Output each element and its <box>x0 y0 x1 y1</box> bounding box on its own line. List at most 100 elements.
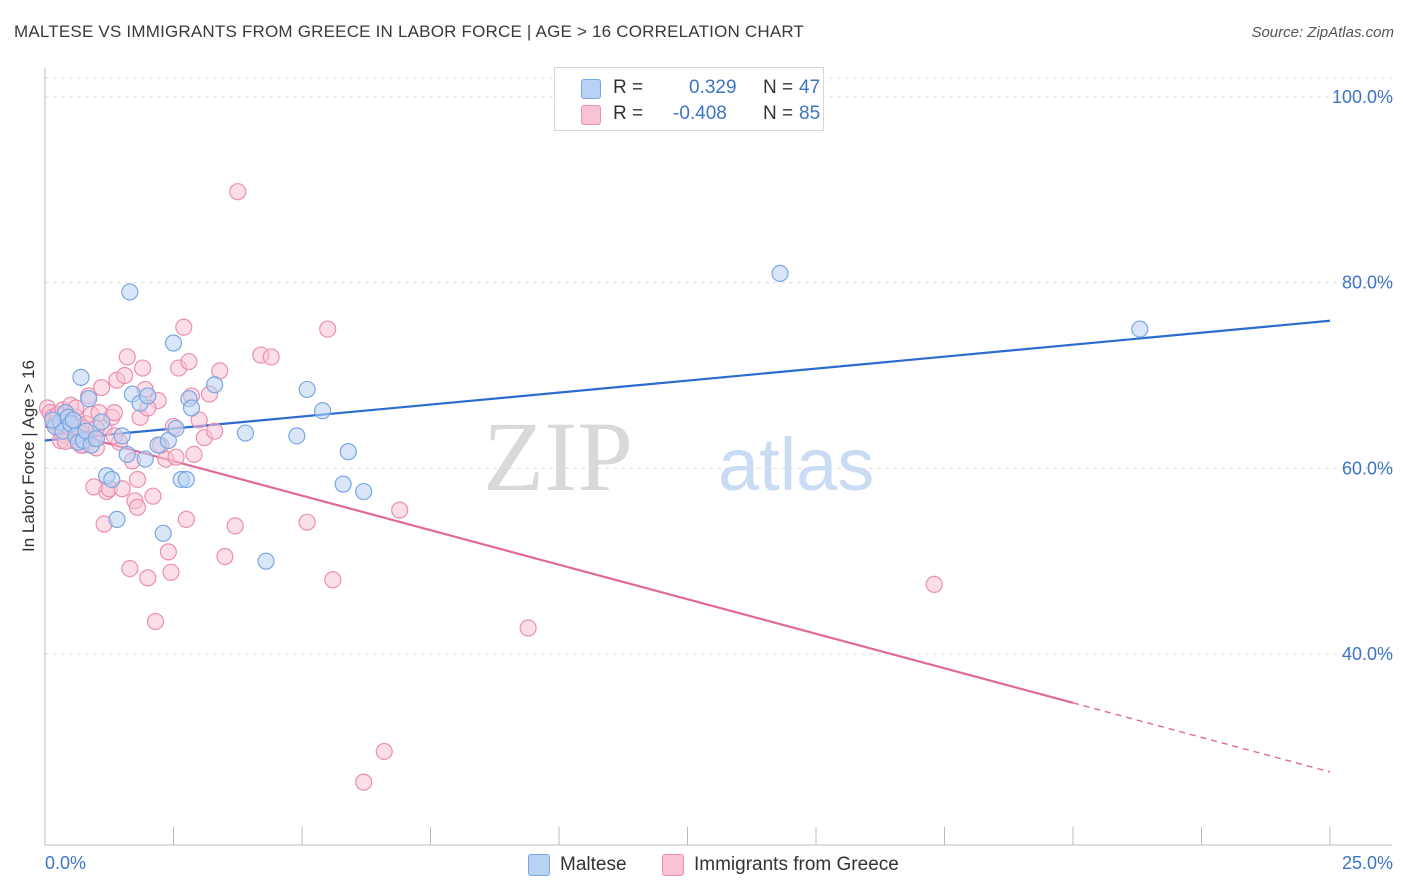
greece-immigrant-point <box>925 575 943 593</box>
x-tick-label-max: 25.0% <box>1342 853 1393 873</box>
legend-swatch-immigrants-from-greece <box>581 105 601 125</box>
maltese-point <box>87 430 106 448</box>
correlation-legend: R = 0.329 N = 47 R = -0.408 N = 85 <box>554 67 824 131</box>
greece-immigrant-point <box>177 510 195 528</box>
trend-lines <box>44 319 1331 773</box>
greece-immigrant-point <box>229 183 247 201</box>
greece-immigrant-point <box>262 348 280 366</box>
maltese-point <box>206 376 224 394</box>
maltese-point <box>44 411 62 429</box>
maltese-point <box>154 524 172 542</box>
greece-immigrant-point <box>180 352 198 371</box>
series-legend: Maltese Immigrants from Greece <box>0 850 1406 880</box>
maltese-point <box>236 424 255 442</box>
y-tick-label: 40.0% <box>1342 644 1393 664</box>
maltese-point <box>1131 320 1149 338</box>
maltese-point <box>72 368 90 386</box>
maltese-point <box>355 482 373 501</box>
legend-swatch-maltese <box>581 79 601 99</box>
greece-immigrant-point <box>519 619 537 637</box>
maltese-point <box>182 399 201 417</box>
y-tick-label: 100.0% <box>1332 87 1393 107</box>
greece-immigrant-point <box>146 612 165 631</box>
maltese-point <box>103 470 121 489</box>
greece-immigrant-point <box>190 411 208 429</box>
maltese-point <box>177 470 195 489</box>
maltese-point <box>771 264 789 282</box>
axes <box>44 68 1392 846</box>
maltese-point <box>288 427 306 445</box>
maltese-point <box>313 402 332 420</box>
source-attribution: Source: ZipAtlas.com <box>1251 24 1394 41</box>
maltese-point <box>159 431 177 450</box>
tick-labels: 40.0% 60.0% 80.0% 100.0% 0.0% 25.0% <box>45 87 1393 873</box>
maltese-point <box>80 390 98 408</box>
greece-immigrant-point <box>167 448 185 466</box>
legend-r-value: 0.329 <box>689 77 737 98</box>
watermark: ZIP atlas <box>483 401 874 512</box>
maltese-point <box>164 334 183 352</box>
legend-n-value: 85 <box>799 103 821 124</box>
maltese-point <box>121 283 139 301</box>
legend-swatch-maltese <box>528 854 550 876</box>
greece-immigrant-point <box>139 569 157 587</box>
greece-immigrant-point <box>134 359 152 377</box>
greece-immigrant-point <box>216 547 234 566</box>
greece-immigrant-point <box>162 563 180 581</box>
maltese-point <box>257 552 275 570</box>
legend-swatch-immigrants-from-greece <box>662 854 684 876</box>
series-maltese <box>44 264 1149 570</box>
watermark-zip: ZIP <box>483 401 633 512</box>
greece-immigrant-point <box>206 422 224 440</box>
greece-immigrant-point <box>85 478 103 496</box>
trend-line-maltese <box>44 319 1331 442</box>
greece-immigrant-point <box>355 773 373 791</box>
maltese-point <box>334 475 352 493</box>
gridlines <box>45 77 1392 655</box>
greece-immigrant-point <box>92 378 111 397</box>
greece-immigrant-point <box>128 498 147 516</box>
chart-title: MALTESE VS IMMIGRANTS FROM GREECE IN LAB… <box>14 22 805 41</box>
greece-immigrant-point <box>121 559 139 578</box>
legend-n-label: N = <box>763 77 794 98</box>
greece-immigrant-point <box>319 320 337 338</box>
maltese-point <box>139 387 157 405</box>
x-tick-label-min: 0.0% <box>45 853 86 873</box>
watermark-atlas: atlas <box>718 423 874 506</box>
greece-immigrant-point <box>175 318 193 336</box>
maltese-point <box>118 445 136 464</box>
legend-r-value: -0.408 <box>673 103 727 124</box>
greece-immigrant-point <box>118 348 136 366</box>
legend-r-label: R = <box>613 103 644 124</box>
greece-immigrant-point <box>159 543 177 561</box>
maltese-point <box>167 419 185 438</box>
legend-label-maltese: Maltese <box>560 854 627 875</box>
legend-label-immigrants-from-greece: Immigrants from Greece <box>694 854 899 875</box>
greece-immigrant-point <box>144 487 162 505</box>
greece-immigrant-point <box>116 366 134 385</box>
greece-immigrant-point <box>226 517 244 535</box>
greece-immigrant-point <box>128 470 147 489</box>
maltese-point <box>64 411 82 429</box>
maltese-point <box>339 443 357 461</box>
y-axis-label: In Labor Force | Age > 16 <box>19 360 38 552</box>
greece-immigrant-point <box>375 742 393 761</box>
maltese-point <box>298 380 316 399</box>
maltese-point <box>108 510 126 528</box>
trend-line-immigrants-from-greece-extension <box>1072 702 1331 773</box>
greece-immigrant-point <box>185 445 203 464</box>
y-tick-label: 80.0% <box>1342 273 1393 293</box>
maltese-point <box>136 450 154 468</box>
y-tick-label: 60.0% <box>1342 458 1393 478</box>
legend-n-label: N = <box>763 103 794 124</box>
legend-r-label: R = <box>613 77 644 98</box>
trend-line-immigrants-from-greece <box>44 425 1074 704</box>
greece-immigrant-point <box>391 501 409 519</box>
greece-immigrant-point <box>298 513 316 531</box>
maltese-point <box>113 427 131 445</box>
maltese-point <box>92 413 111 431</box>
greece-immigrant-point <box>105 404 123 422</box>
legend-n-value: 47 <box>799 77 821 98</box>
greece-immigrant-point <box>324 571 342 589</box>
